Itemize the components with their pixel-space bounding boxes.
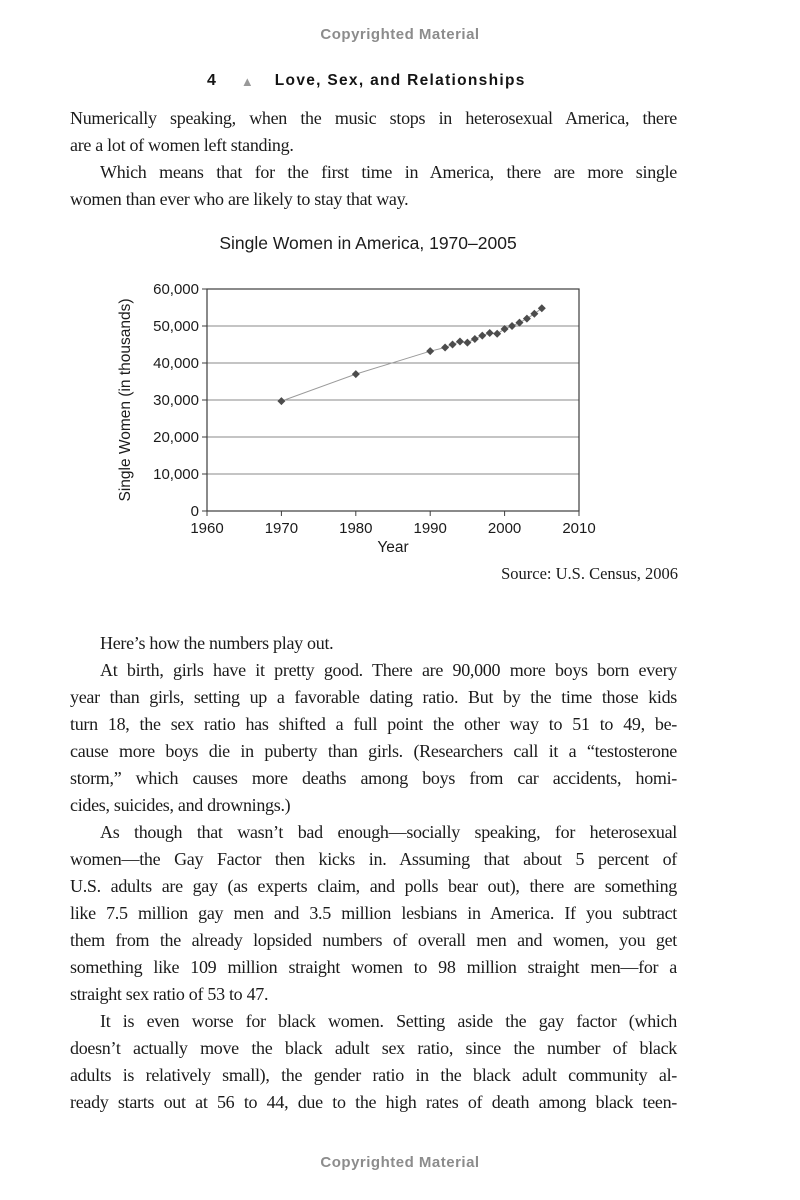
- body-text-block: Here’s how the numbers play out. At birth…: [70, 630, 677, 1116]
- chart-title: Single Women in America, 1970–2005: [219, 233, 517, 253]
- data-point: [508, 322, 517, 330]
- data-point: [500, 324, 509, 333]
- x-tick-label: 1960: [190, 520, 223, 537]
- data-point: [470, 334, 479, 343]
- data-point: [478, 331, 487, 340]
- data-point: [463, 338, 472, 347]
- text-line: are a lot of women left standing.: [70, 135, 294, 155]
- data-point: [485, 329, 494, 338]
- data-point: [351, 370, 360, 379]
- text-line: women—the Gay Factor then kicks in. Assu…: [70, 849, 677, 869]
- x-tick-label: 1970: [265, 520, 298, 537]
- chart-source-caption: Source: U.S. Census, 2006: [501, 564, 678, 583]
- data-point: [530, 309, 539, 318]
- plot-frame: [206, 288, 580, 512]
- text-line: cause more boys die in puberty than girl…: [70, 741, 677, 761]
- data-point: [537, 304, 546, 313]
- data-point: [441, 343, 450, 352]
- text-line: adults is relatively small), the gender …: [70, 1065, 677, 1085]
- y-axis-label: Single Women (in thousands): [117, 298, 134, 501]
- y-tick-label: 10,000: [153, 466, 199, 483]
- text-line: ready starts out at 56 to 44, due to the…: [70, 1092, 677, 1112]
- triangle-icon: ▲: [240, 73, 254, 89]
- text-line: something like 109 million straight wome…: [70, 957, 677, 977]
- text-line: doesn’t actually move the black adult se…: [70, 1038, 677, 1058]
- text-line: storm,” which causes more deaths among b…: [70, 768, 677, 788]
- x-tick-label: 2010: [562, 520, 595, 537]
- text-line: like 7.5 million gay men and 3.5 million…: [70, 903, 677, 923]
- data-point: [493, 329, 502, 338]
- y-tick-label: 50,000: [153, 318, 199, 335]
- text-line: U.S. adults are gay (as experts claim, a…: [70, 876, 677, 896]
- copyright-notice-top: Copyrighted Material: [320, 26, 480, 43]
- page-number: 4: [207, 72, 216, 89]
- text-line: straight sex ratio of 53 to 47.: [70, 984, 269, 1004]
- text-line: turn 18, the sex ratio has shifted a ful…: [70, 714, 677, 734]
- text-line: year than girls, setting up a favorable …: [70, 687, 677, 707]
- text-line: them from the already lopsided numbers o…: [70, 930, 677, 950]
- text-line: cides, suicides, and drownings.): [70, 795, 291, 815]
- text-line: Here’s how the numbers play out.: [100, 633, 334, 653]
- x-tick-label: 1980: [339, 520, 372, 537]
- y-tick-label: 20,000: [153, 429, 199, 446]
- data-point: [522, 314, 531, 323]
- data-point: [455, 337, 464, 346]
- text-line: It is even worse for black women. Settin…: [100, 1011, 677, 1031]
- y-tick-label: 30,000: [153, 392, 199, 409]
- page-header: 4 ▲ Love, Sex, and Relationships: [207, 72, 526, 90]
- y-tick-label: 40,000: [153, 355, 199, 372]
- copyright-notice-bottom: Copyrighted Material: [320, 1154, 480, 1171]
- data-point: [448, 340, 457, 349]
- text-line: Numerically speaking, when the music sto…: [70, 108, 677, 128]
- data-point: [515, 318, 524, 327]
- text-line: As though that wasn’t bad enough—sociall…: [100, 822, 677, 842]
- x-tick-label: 2000: [488, 520, 521, 537]
- intro-text-block: Numerically speaking, when the music sto…: [70, 105, 677, 213]
- chapter-title: Love, Sex, and Relationships: [274, 72, 526, 89]
- single-women-line-chart: 0 10,000 20,000 30,000 40,000 50,000 60,000 196…: [117, 281, 596, 556]
- text-line: women than ever who are likely to stay t…: [70, 189, 409, 209]
- data-line: [281, 307, 543, 402]
- y-tick-label: 60,000: [153, 281, 199, 298]
- data-point: [277, 397, 286, 406]
- x-axis-label: Year: [377, 539, 408, 556]
- text-line: Which means that for the first time in A…: [100, 162, 677, 182]
- text-line: At birth, girls have it pretty good. The…: [100, 660, 677, 680]
- x-tick-label: 1990: [414, 520, 447, 537]
- data-point: [426, 347, 435, 356]
- y-tick-label: 0: [191, 503, 199, 520]
